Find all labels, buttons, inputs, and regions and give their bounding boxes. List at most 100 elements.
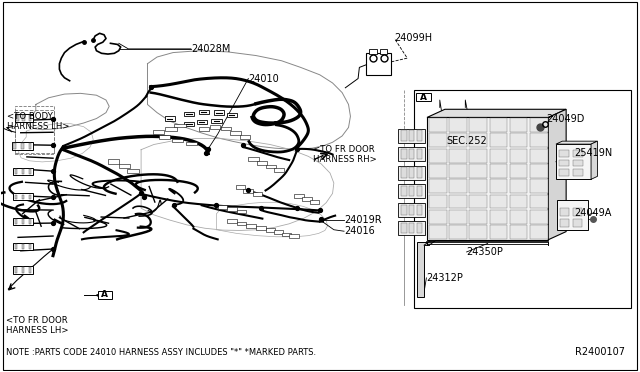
- Text: 24016: 24016: [344, 226, 375, 236]
- Bar: [240, 135, 250, 138]
- Text: HARNESS LH>: HARNESS LH>: [6, 326, 68, 335]
- Polygon shape: [427, 109, 566, 118]
- Bar: [417, 205, 422, 215]
- Bar: [164, 116, 175, 121]
- Bar: [510, 225, 527, 239]
- Bar: [469, 134, 487, 147]
- Bar: [429, 210, 447, 224]
- Bar: [310, 200, 319, 204]
- Bar: [246, 224, 256, 228]
- Bar: [469, 225, 487, 239]
- Bar: [510, 134, 527, 147]
- Bar: [21, 143, 24, 148]
- Bar: [409, 205, 414, 215]
- Bar: [15, 114, 33, 122]
- Bar: [282, 233, 291, 236]
- Bar: [556, 144, 591, 179]
- Bar: [530, 134, 548, 147]
- Text: 24028M: 24028M: [191, 44, 230, 54]
- Bar: [174, 124, 186, 128]
- Bar: [469, 210, 487, 224]
- Bar: [469, 195, 487, 208]
- Bar: [15, 244, 17, 248]
- Bar: [29, 244, 31, 248]
- Text: 24049D: 24049D: [547, 113, 585, 124]
- Bar: [490, 195, 508, 208]
- Bar: [409, 223, 414, 234]
- Bar: [29, 195, 31, 199]
- Bar: [15, 267, 17, 273]
- Bar: [398, 147, 425, 161]
- Bar: [530, 164, 548, 178]
- Bar: [398, 203, 425, 217]
- Polygon shape: [548, 109, 566, 240]
- Bar: [398, 184, 425, 198]
- Polygon shape: [591, 141, 597, 179]
- Bar: [184, 112, 194, 116]
- Bar: [243, 189, 253, 193]
- Bar: [15, 195, 17, 199]
- Bar: [266, 228, 275, 232]
- Bar: [401, 131, 406, 141]
- Bar: [510, 210, 527, 224]
- Bar: [449, 164, 467, 178]
- Bar: [184, 122, 194, 126]
- Bar: [510, 195, 527, 208]
- Bar: [22, 267, 24, 273]
- Bar: [165, 128, 177, 131]
- Text: A: A: [420, 93, 427, 102]
- Bar: [274, 231, 284, 234]
- Text: 24010: 24010: [248, 74, 279, 84]
- Bar: [530, 179, 548, 193]
- Bar: [530, 118, 548, 132]
- Bar: [365, 52, 391, 75]
- Bar: [449, 149, 467, 163]
- Bar: [559, 160, 570, 166]
- Bar: [152, 131, 164, 134]
- Bar: [198, 110, 209, 114]
- Bar: [401, 223, 406, 234]
- Bar: [429, 195, 447, 208]
- Bar: [530, 210, 548, 224]
- Bar: [490, 225, 508, 239]
- Bar: [108, 159, 120, 164]
- Bar: [414, 90, 631, 308]
- Text: A: A: [101, 290, 108, 299]
- Bar: [401, 186, 406, 196]
- Bar: [490, 149, 508, 163]
- Bar: [469, 118, 487, 132]
- Bar: [198, 128, 209, 131]
- Bar: [13, 193, 33, 200]
- Text: HARNESS RH>: HARNESS RH>: [314, 155, 377, 164]
- Bar: [13, 218, 33, 225]
- Bar: [429, 225, 447, 239]
- Bar: [510, 179, 527, 193]
- Bar: [237, 210, 246, 214]
- Bar: [429, 179, 447, 193]
- Bar: [186, 141, 197, 145]
- Bar: [227, 219, 237, 223]
- Text: HARNESS LH>: HARNESS LH>: [7, 122, 70, 131]
- Bar: [561, 208, 570, 216]
- Bar: [230, 131, 241, 135]
- Bar: [409, 149, 414, 159]
- Bar: [380, 49, 387, 54]
- Bar: [401, 167, 406, 178]
- Bar: [469, 149, 487, 163]
- Bar: [530, 149, 548, 163]
- Bar: [490, 164, 508, 178]
- Bar: [417, 167, 422, 178]
- Bar: [449, 225, 467, 239]
- Bar: [417, 149, 422, 159]
- Bar: [274, 168, 284, 172]
- Bar: [253, 192, 262, 196]
- Bar: [429, 164, 447, 178]
- Bar: [13, 243, 33, 250]
- Bar: [559, 169, 570, 176]
- Text: 24049A: 24049A: [574, 208, 611, 218]
- Bar: [13, 168, 33, 175]
- Bar: [127, 169, 138, 173]
- Bar: [12, 142, 33, 150]
- Bar: [159, 135, 170, 138]
- Bar: [29, 267, 31, 273]
